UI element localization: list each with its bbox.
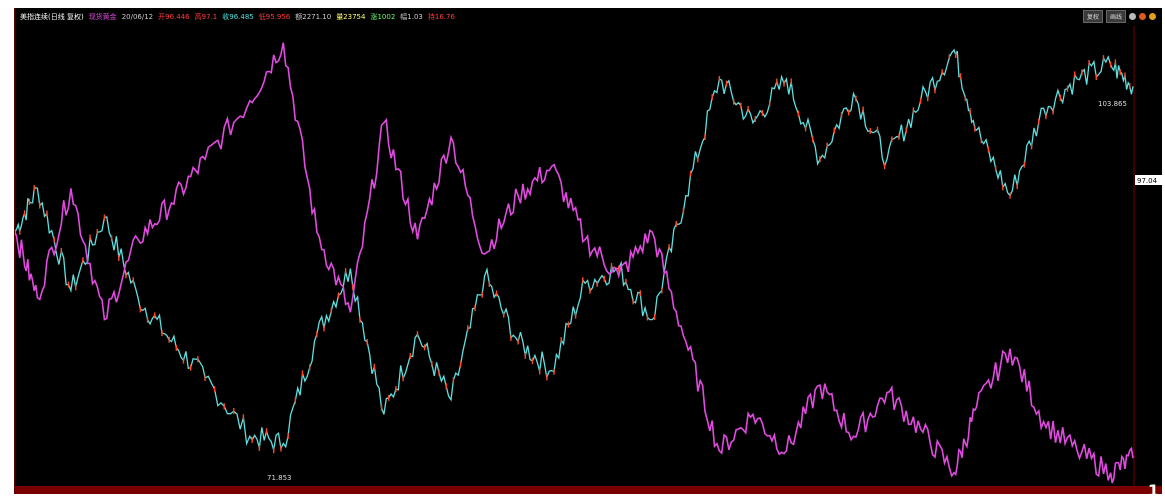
diamond-icon[interactable] [1139, 13, 1146, 20]
amount-label: 额2271.10 [295, 13, 332, 21]
last-price-tag [1135, 175, 1162, 185]
chart-frame: 103.865 71.853 97.04 美指连续(日线 复权) 现货黄金 20/0… [14, 8, 1162, 494]
high-label: 高97.1 [194, 13, 218, 21]
indicator-label: 现货黄金 [88, 13, 117, 21]
draw-line-button[interactable]: 画线 [1105, 10, 1126, 23]
close-icon[interactable] [1149, 13, 1156, 20]
last-price-label: 97.04 [1137, 177, 1158, 185]
settings-icon[interactable] [1129, 13, 1136, 20]
low-annotation: 71.853 [267, 474, 292, 482]
extra-label: 持16.76 [427, 13, 455, 21]
indicator-line [15, 42, 1134, 484]
low-label: 低95.956 [258, 13, 291, 21]
high-annotation: 103.865 [1098, 100, 1127, 108]
open-label: 开96.446 [158, 13, 190, 21]
chart-header: 美指连续(日线 复权) 现货黄金 20/06/12 开96.446 高97.1 … [15, 8, 1162, 26]
change-label: 涨1002 [370, 13, 396, 21]
date-label: 20/06/12 [121, 13, 154, 21]
instrument-label: 美指连续(日线 复权) [20, 13, 84, 21]
range-label: 幅1.03 [400, 13, 423, 21]
fuquan-button[interactable]: 复权 [1082, 10, 1103, 23]
date-axis-bar [15, 486, 1162, 494]
price-chart: 103.865 71.853 97.04 [15, 26, 1162, 486]
close-label: 收96.485 [222, 13, 254, 21]
corner-digit: 1 [1147, 481, 1159, 500]
volume-label: 量23754 [336, 13, 366, 21]
chart-controls: 复权 画线 [1082, 10, 1156, 23]
price-line [15, 48, 1134, 451]
